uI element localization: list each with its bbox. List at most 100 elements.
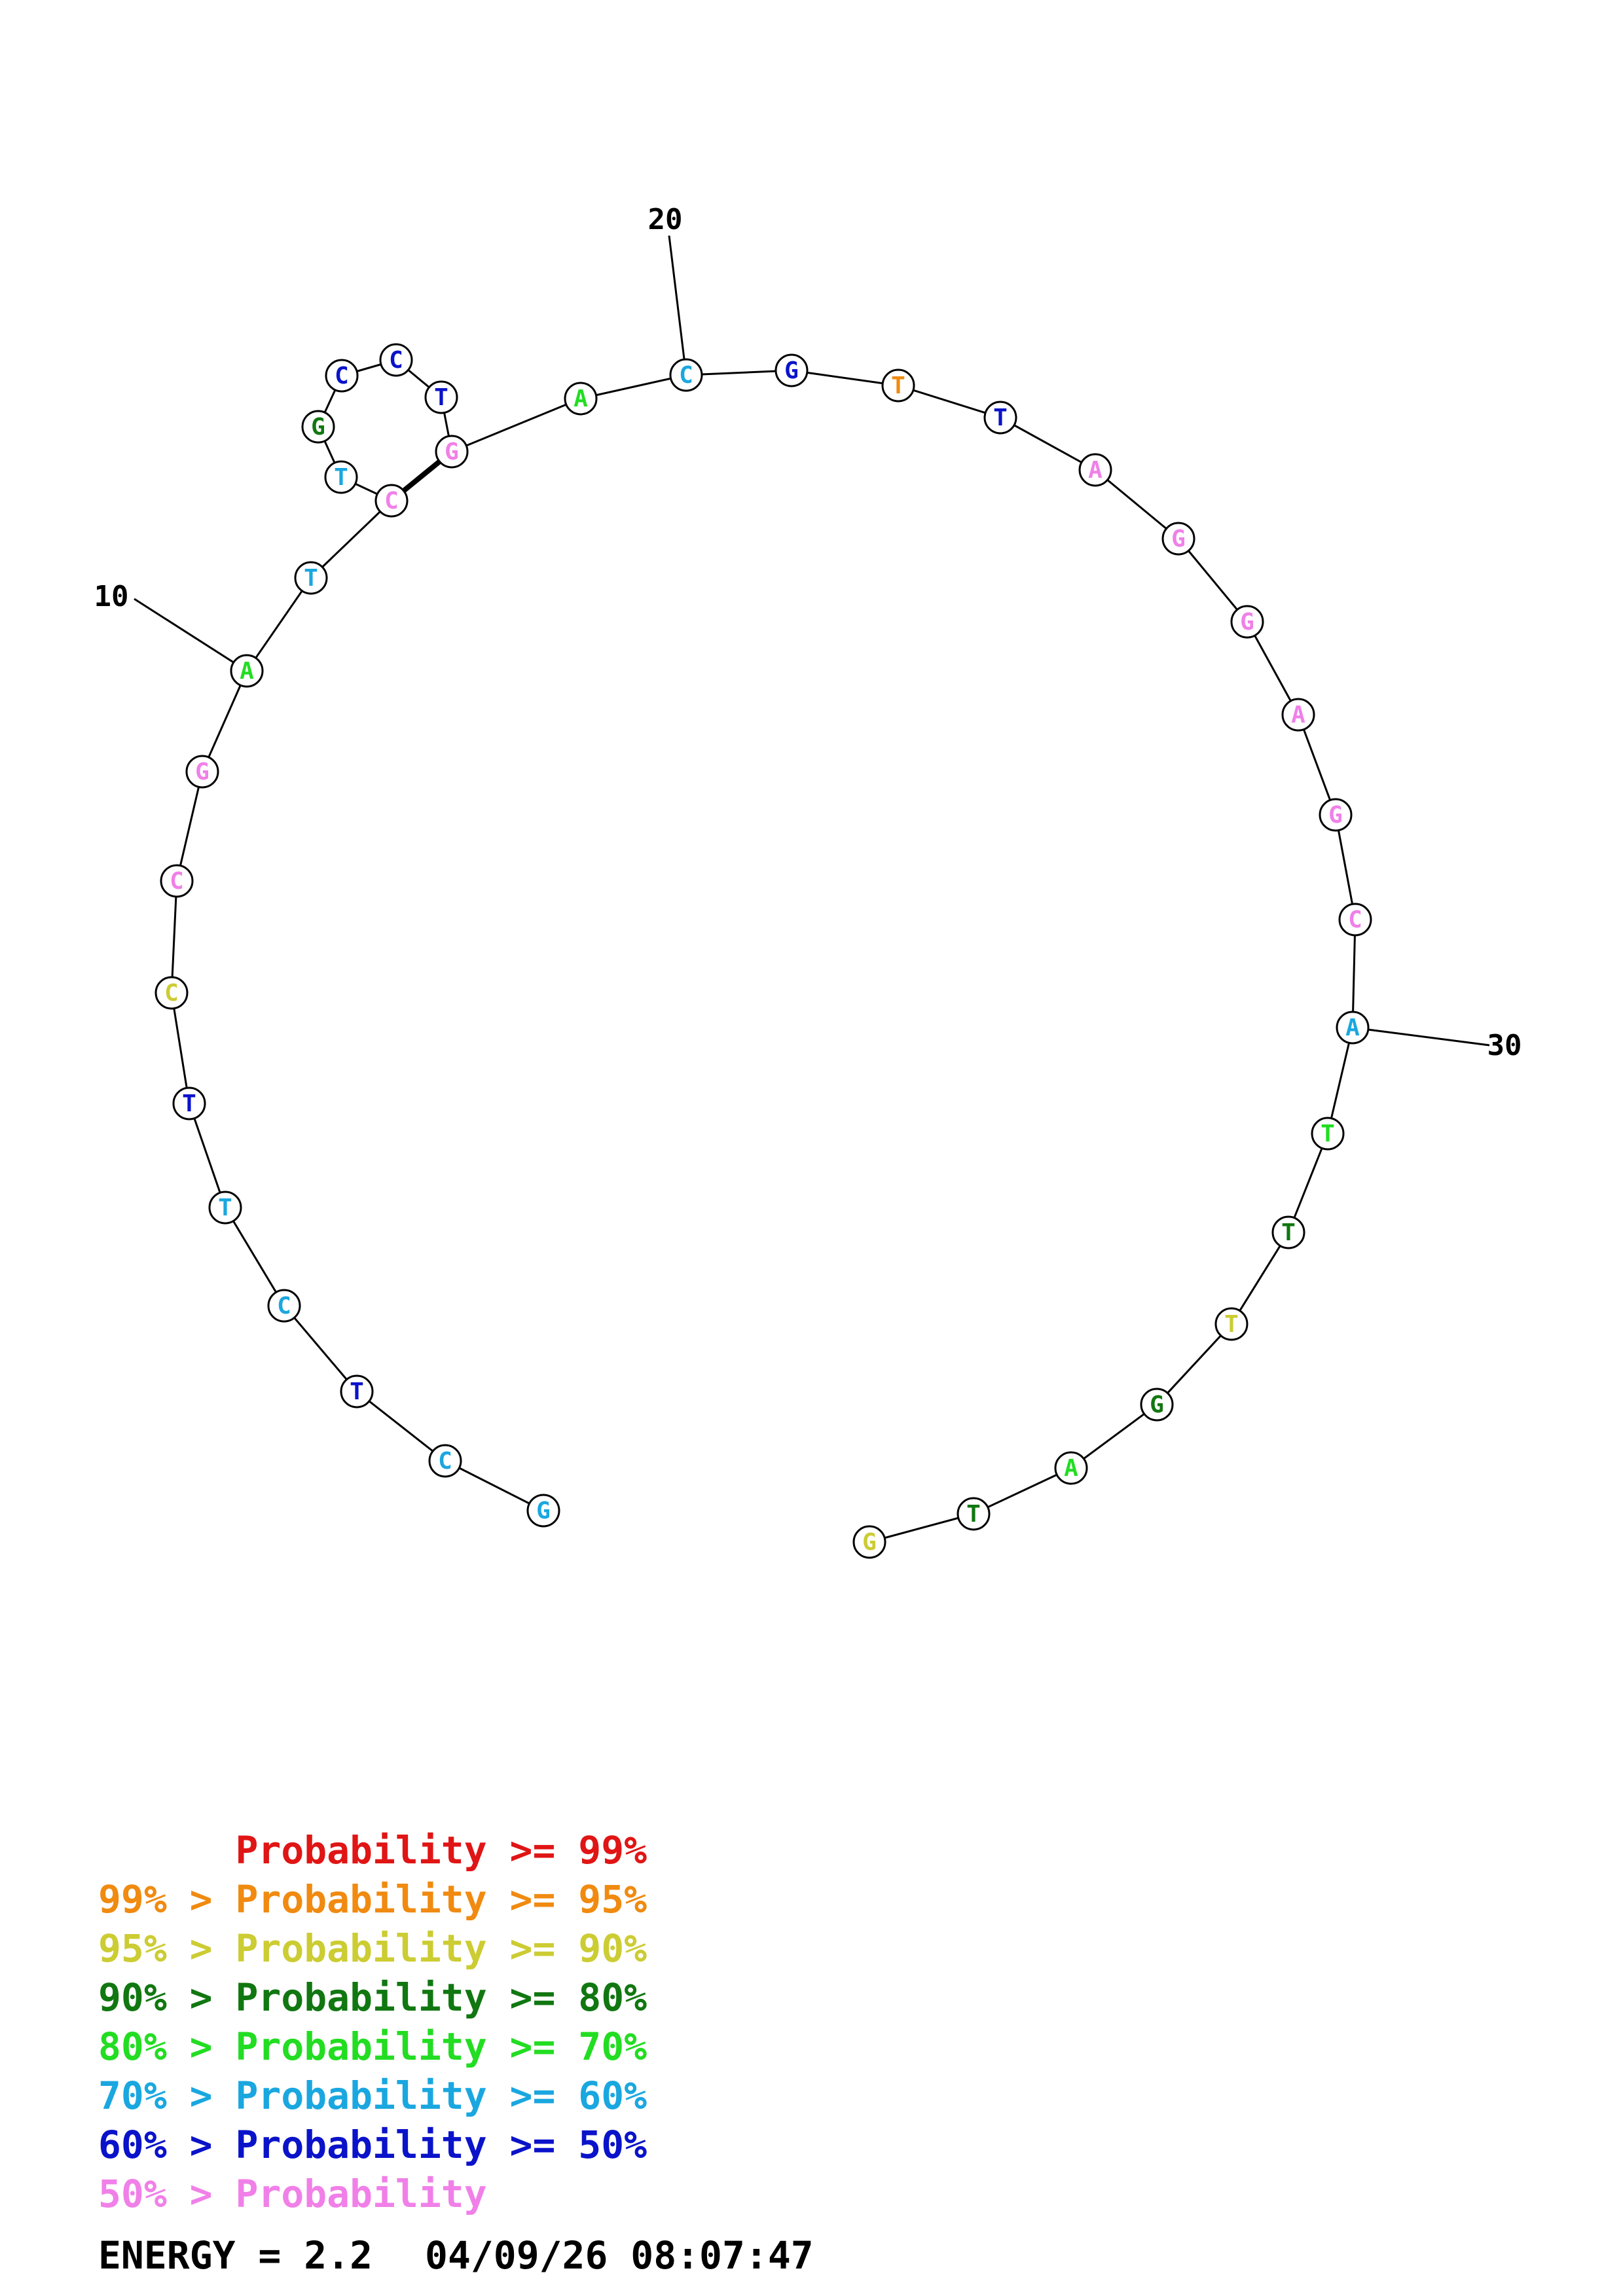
nucleotide-circle <box>160 864 194 898</box>
backbone-segment <box>1287 1133 1329 1233</box>
nucleotide-base: A <box>1345 1014 1360 1041</box>
legend-row: Probability >= 99% <box>98 1826 647 1875</box>
backbone-segment <box>283 1305 358 1392</box>
nucleotide: A <box>1054 1451 1088 1485</box>
nucleotide: T <box>294 561 328 595</box>
nucleotide-base: T <box>350 1378 364 1405</box>
nucleotide: C <box>325 359 359 393</box>
position-label: 10 <box>94 580 129 613</box>
nucleotide: T <box>324 460 358 494</box>
nucleotide-circle <box>294 561 328 595</box>
backbone-segment <box>1000 416 1096 471</box>
legend-text: Probability <box>235 2172 487 2216</box>
nucleotide: T <box>424 380 458 414</box>
backbone-segment <box>1334 814 1357 920</box>
nucleotide: G <box>775 353 809 387</box>
probability-legend: Probability >= 99% 99% > Probability >= 9… <box>98 1826 647 2219</box>
nucleotide: G <box>1319 798 1353 832</box>
backbone-segment <box>1351 919 1357 1028</box>
nucleotide-base: G <box>1171 526 1186 552</box>
nucleotide-base: C <box>170 868 184 895</box>
nucleotide: G <box>1140 1388 1174 1422</box>
nucleotide-base: G <box>536 1498 551 1524</box>
nucleotide-circle <box>881 368 915 403</box>
position-tick <box>668 235 687 376</box>
nucleotide-base: T <box>434 384 448 411</box>
nucleotide-base: A <box>240 658 254 685</box>
nucleotide: G <box>1161 522 1195 556</box>
backbone-segment <box>973 1467 1072 1515</box>
legend-text: Probability >= 99% <box>235 1828 647 1873</box>
backbone-segment <box>224 1207 285 1306</box>
nucleotide-circle <box>957 1497 991 1531</box>
legend-text: Probability >= 80% <box>235 1975 647 2020</box>
nucleotide-circle <box>1161 522 1195 556</box>
nucleotide: T <box>208 1191 242 1225</box>
nucleotide-circle <box>1054 1451 1088 1485</box>
nucleotide: C <box>428 1444 462 1478</box>
nucleotide: T <box>172 1086 206 1121</box>
legend-row: 70% > Probability >= 60% <box>98 2072 647 2121</box>
nucleotide-circle <box>1319 798 1353 832</box>
nucleotide-base: G <box>1328 802 1343 829</box>
energy-footer: ENERGY = 2.2 04/09/26 08:07:47 <box>98 2233 814 2278</box>
nucleotide-base: G <box>784 357 799 384</box>
nucleotide-circle <box>230 654 264 688</box>
nucleotide-circle <box>379 343 413 377</box>
nucleotide-circle <box>1338 903 1372 937</box>
nucleotide: C <box>379 343 413 377</box>
nucleotide-circle <box>301 410 335 444</box>
backbone-segment <box>1095 469 1179 540</box>
nucleotide-base: C <box>438 1448 452 1475</box>
legend-prefix: 70% > <box>98 2073 236 2118</box>
backbone-segment <box>685 369 792 376</box>
nucleotide: C <box>267 1289 301 1323</box>
backbone-segment <box>898 384 1001 419</box>
nucleotide: A <box>564 382 598 416</box>
position-label: 20 <box>648 203 683 236</box>
nucleotide-base: C <box>679 362 693 389</box>
nucleotide: T <box>957 1497 991 1531</box>
nucleotide-circle <box>428 1444 462 1478</box>
legend-text: Probability >= 60% <box>235 2073 647 2118</box>
nucleotide-base: T <box>334 464 348 491</box>
legend-prefix: 60% > <box>98 2123 236 2167</box>
nucleotide-circle <box>1214 1307 1249 1341</box>
backbone-segment <box>1297 714 1337 816</box>
nucleotide-base: C <box>335 363 349 389</box>
backbone-segment <box>356 1390 446 1462</box>
nucleotide-base: T <box>1281 1219 1296 1246</box>
backbone-segment <box>170 880 178 994</box>
nucleotide: T <box>1214 1307 1249 1341</box>
backbone-segment <box>791 369 899 387</box>
nucleotide-base: G <box>195 759 210 785</box>
nucleotide: C <box>669 358 703 392</box>
nucleotide-circle <box>1336 1011 1370 1045</box>
legend-prefix: 50% > <box>98 2172 236 2216</box>
nucleotide-circle <box>374 484 409 518</box>
legend-prefix: 99% > <box>98 1877 236 1922</box>
nucleotide: C <box>160 864 194 898</box>
nucleotide-base: C <box>1348 906 1362 933</box>
nucleotide-circle <box>208 1191 242 1225</box>
backbone-segment <box>1156 1323 1233 1406</box>
nucleotide-circle <box>852 1525 886 1559</box>
nucleotide-base: T <box>993 404 1008 431</box>
nucleotide-base: A <box>1291 702 1305 728</box>
nucleotide-base: C <box>164 980 179 1007</box>
nucleotide: G <box>435 435 469 469</box>
nucleotide-circle <box>526 1494 560 1528</box>
energy-value: ENERGY = 2.2 <box>98 2233 373 2278</box>
legend-row: 95% > Probability >= 90% <box>98 1924 647 1973</box>
backbone-segment <box>451 397 581 453</box>
backbone-segment <box>869 1513 974 1543</box>
nucleotide: T <box>1271 1215 1305 1249</box>
legend-prefix: 90% > <box>98 1975 236 2020</box>
nucleotide: C <box>155 976 189 1010</box>
nucleotide: G <box>526 1494 560 1528</box>
legend-prefix: 80% > <box>98 2024 236 2069</box>
nucleotide: A <box>230 654 264 688</box>
nucleotide: A <box>1336 1011 1370 1045</box>
